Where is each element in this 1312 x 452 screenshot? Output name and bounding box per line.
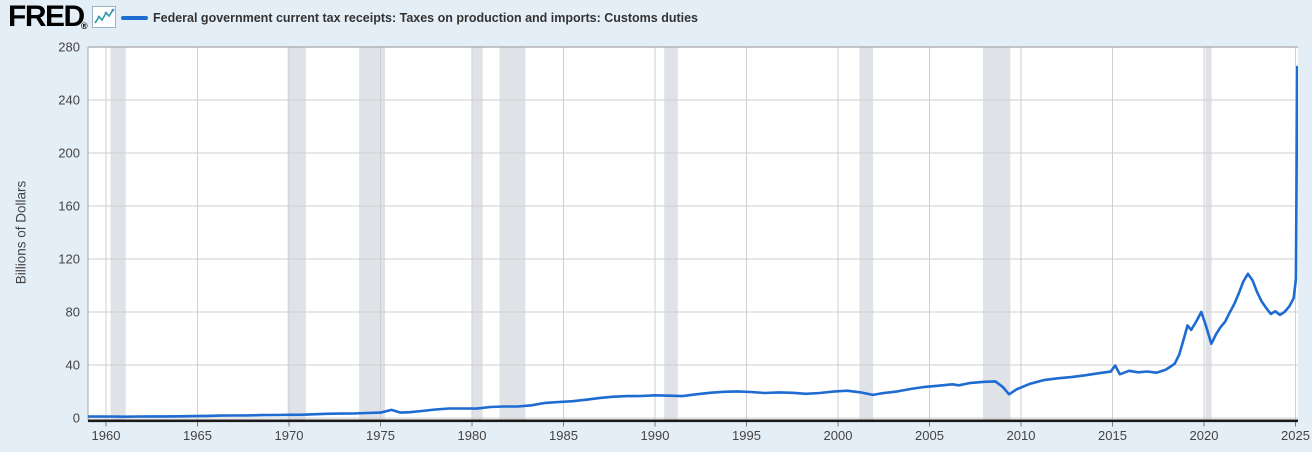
- series-title: Federal government current tax receipts:…: [153, 11, 699, 25]
- recession-band: [287, 47, 306, 421]
- plot-area: [88, 47, 1298, 421]
- y-tick-label: 160: [58, 199, 80, 214]
- fred-logo[interactable]: FRED: [8, 0, 85, 33]
- x-tick-label: 1970: [275, 428, 304, 443]
- recession-band: [859, 47, 874, 421]
- series-line: [88, 65, 1298, 418]
- x-tick-label: 2015: [1098, 428, 1127, 443]
- x-tick-label: 2005: [915, 428, 944, 443]
- recession-band: [110, 47, 126, 421]
- x-tick-label: 1990: [641, 428, 670, 443]
- fred-sparkline-icon: [92, 6, 116, 28]
- y-tick-label: 240: [58, 93, 80, 108]
- x-tick-label: 1980: [458, 428, 487, 443]
- recession-band: [664, 47, 678, 421]
- y-tick-label: 80: [66, 305, 80, 320]
- x-tick-label: 2025: [1281, 428, 1310, 443]
- recession-band: [359, 47, 386, 421]
- y-tick-label: 0: [73, 411, 80, 426]
- y-tick-label: 200: [58, 146, 80, 161]
- recession-band: [499, 47, 526, 421]
- x-tick-label: 2020: [1190, 428, 1219, 443]
- x-axis-line: [88, 419, 1298, 423]
- recession-band: [1205, 47, 1212, 421]
- y-tick-label: 120: [58, 252, 80, 267]
- x-tick-label: 1985: [549, 428, 578, 443]
- x-tick-label: 1995: [732, 428, 761, 443]
- x-tick-label: 2010: [1007, 428, 1036, 443]
- registered-trademark: ®: [81, 21, 88, 31]
- y-tick-label: 40: [66, 358, 80, 373]
- x-tick-label: 2000: [824, 428, 853, 443]
- y-tick-label: 280: [58, 40, 80, 55]
- legend-line-swatch: [121, 16, 148, 20]
- x-tick-label: 1975: [366, 428, 395, 443]
- x-tick-label: 1960: [92, 428, 121, 443]
- recession-band: [472, 47, 483, 421]
- x-tick-label: 1965: [183, 428, 212, 443]
- recession-band: [982, 47, 1011, 421]
